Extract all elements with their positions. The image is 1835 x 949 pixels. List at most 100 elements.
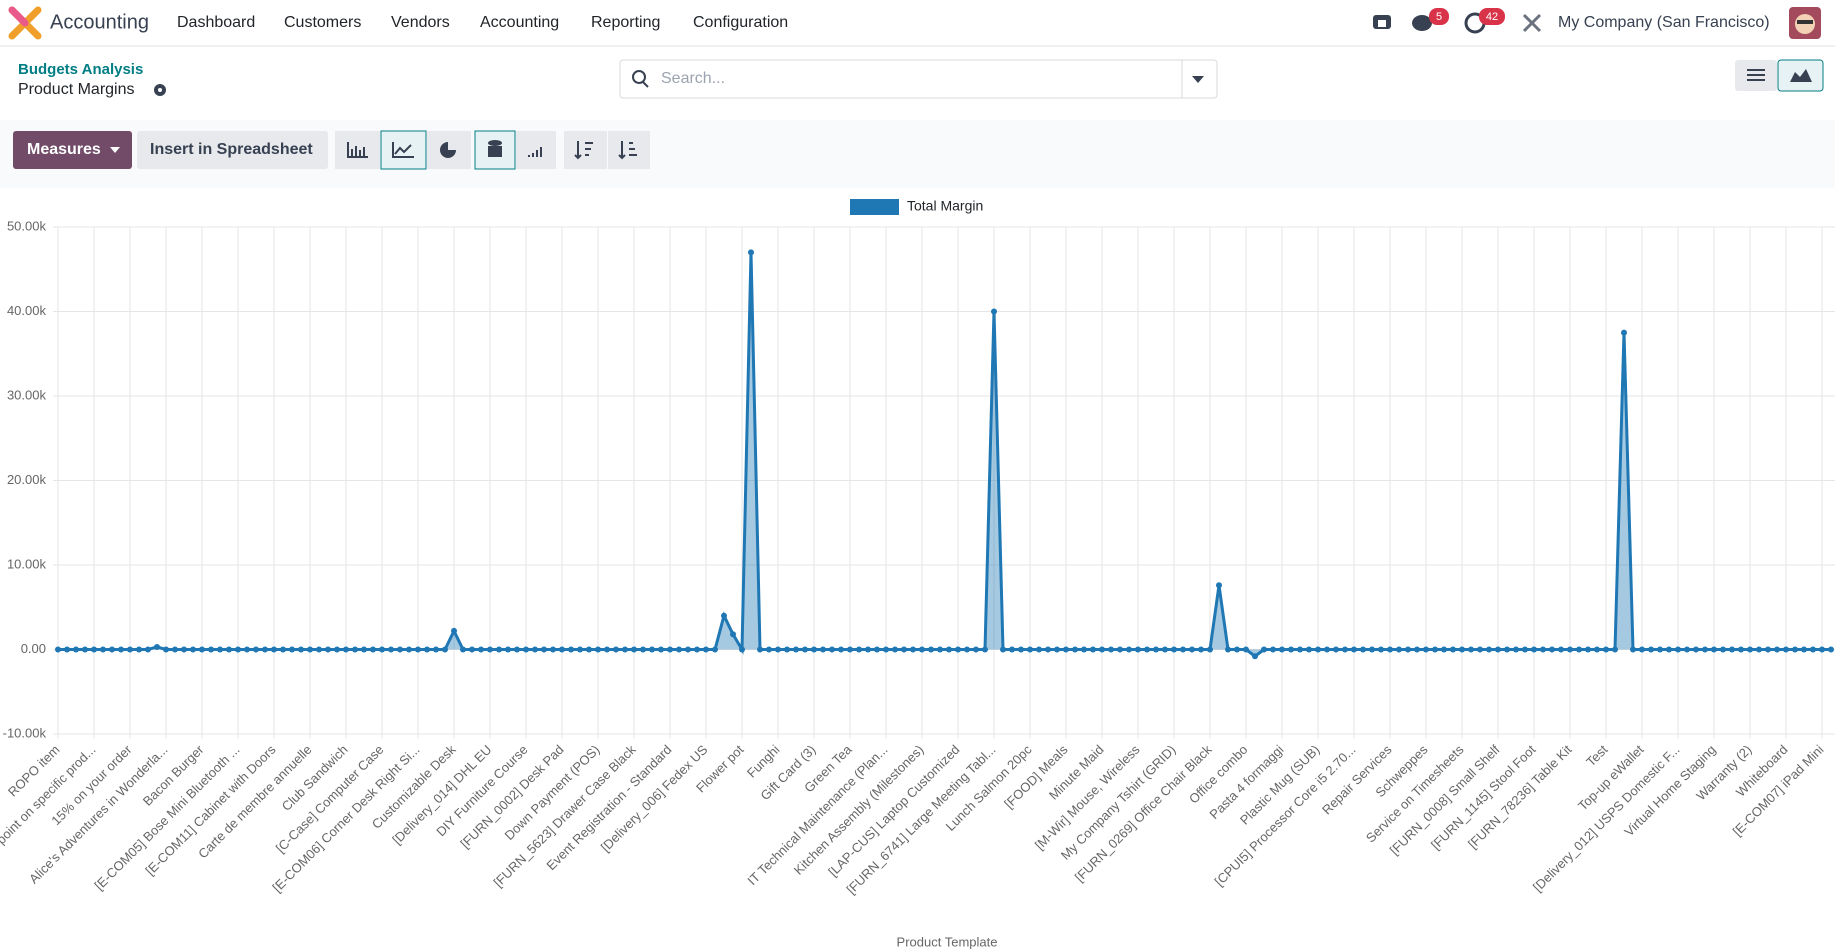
point: [1540, 647, 1546, 653]
point: [1126, 647, 1132, 653]
line-chart-button[interactable]: [381, 131, 426, 169]
point: [1207, 647, 1213, 653]
y-tick-label: 40.00k: [7, 303, 47, 318]
phone-icon[interactable]: [1373, 15, 1391, 29]
line: [58, 252, 1831, 656]
x-axis-title: Product Template: [897, 934, 998, 949]
menu-item[interactable]: Reporting: [591, 14, 660, 31]
point: [334, 647, 340, 653]
point: [1360, 647, 1366, 653]
point: [1495, 647, 1501, 653]
point: [190, 647, 196, 653]
point: [559, 647, 565, 653]
point: [1306, 647, 1312, 653]
point: [829, 647, 835, 653]
point: [523, 647, 529, 653]
menu-item[interactable]: Dashboard: [177, 14, 255, 31]
point: [109, 647, 115, 653]
point: [1567, 647, 1573, 653]
point: [64, 647, 70, 653]
point: [730, 631, 736, 637]
menu-item[interactable]: Configuration: [693, 14, 788, 31]
point: [1351, 647, 1357, 653]
point: [865, 647, 871, 653]
point: [397, 647, 403, 653]
point: [1657, 647, 1663, 653]
point: [982, 647, 988, 653]
point: [424, 647, 430, 653]
point: [262, 647, 268, 653]
point: [1675, 647, 1681, 653]
point: [487, 647, 493, 653]
point: [1558, 647, 1564, 653]
point: [1639, 647, 1645, 653]
point: [1666, 647, 1672, 653]
point: [622, 647, 628, 653]
point: [1099, 647, 1105, 653]
point: [595, 647, 601, 653]
point: [1063, 647, 1069, 653]
avatar[interactable]: [1789, 7, 1821, 39]
point: [163, 647, 169, 653]
breadcrumb[interactable]: Budgets Analysis: [18, 61, 143, 78]
point: [1315, 647, 1321, 653]
stacked-icon: [488, 140, 502, 146]
bar-chart-button[interactable]: [335, 131, 380, 169]
point: [343, 647, 349, 653]
point: [379, 647, 385, 653]
point: [505, 647, 511, 653]
point: [91, 647, 97, 653]
point: [856, 647, 862, 653]
point: [1342, 647, 1348, 653]
point: [1414, 647, 1420, 653]
y-tick-label: 10.00k: [7, 556, 47, 571]
point: [1549, 647, 1555, 653]
point: [1333, 647, 1339, 653]
point: [766, 647, 772, 653]
company[interactable]: My Company (San Francisco): [1558, 14, 1770, 31]
point: [451, 628, 457, 634]
point: [271, 647, 277, 653]
point: [1792, 647, 1798, 653]
point: [640, 647, 646, 653]
point: [577, 647, 583, 653]
graph-view-button[interactable]: [1778, 60, 1823, 91]
y-tick-label: 50.00k: [7, 218, 47, 233]
point: [118, 647, 124, 653]
y-tick-label: -10.00k: [3, 725, 47, 740]
point: [1702, 647, 1708, 653]
point: [1441, 647, 1447, 653]
point: [937, 647, 943, 653]
chat-icon[interactable]: [1412, 15, 1432, 31]
point: [1369, 647, 1375, 653]
menu-item[interactable]: Vendors: [391, 14, 450, 31]
point: [1459, 647, 1465, 653]
point: [1801, 647, 1807, 653]
point: [307, 647, 313, 653]
point: [1297, 647, 1303, 653]
point: [1189, 647, 1195, 653]
point: [1054, 647, 1060, 653]
point: [1423, 647, 1429, 653]
area: [58, 252, 1831, 656]
point: [667, 647, 673, 653]
point: [298, 647, 304, 653]
point: [226, 647, 232, 653]
point: [847, 647, 853, 653]
point: [1630, 647, 1636, 653]
menu-item[interactable]: Customers: [284, 14, 361, 31]
point: [1432, 647, 1438, 653]
point: [1648, 647, 1654, 653]
menu-item[interactable]: Accounting: [480, 14, 559, 31]
point: [172, 647, 178, 653]
gear-icon[interactable]: [154, 84, 166, 96]
point: [793, 647, 799, 653]
point: [1576, 647, 1582, 653]
point: [1531, 647, 1537, 653]
app-name[interactable]: Accounting: [50, 11, 149, 33]
point: [811, 647, 817, 653]
point: [253, 647, 259, 653]
point: [1135, 647, 1141, 653]
point: [964, 647, 970, 653]
point: [1279, 647, 1285, 653]
